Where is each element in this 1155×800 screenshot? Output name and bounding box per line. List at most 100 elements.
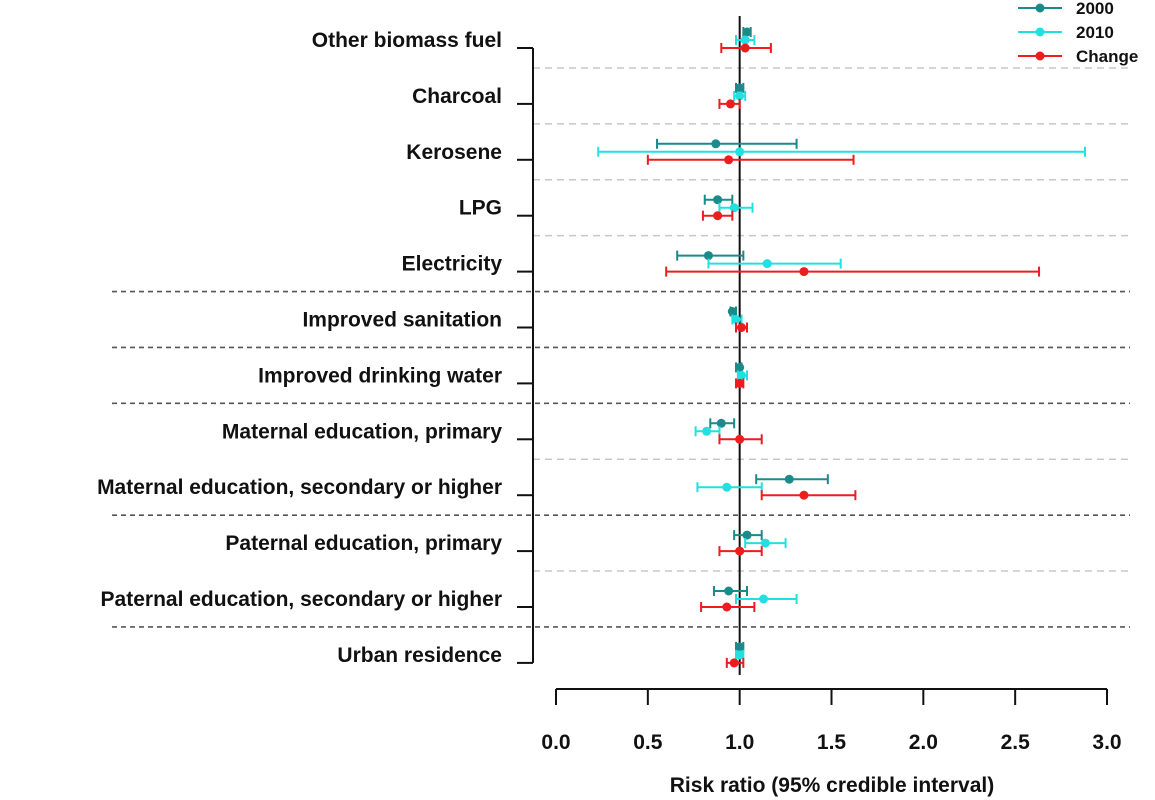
point-estimate <box>799 267 809 277</box>
estimate-2010 <box>696 482 763 493</box>
point-estimate <box>703 251 713 261</box>
point-estimate <box>729 658 739 668</box>
point-estimate <box>735 83 745 93</box>
x-axis-title: Risk ratio (95% credible interval) <box>670 774 994 797</box>
estimate-2000 <box>734 82 745 93</box>
estimate-2010 <box>733 90 747 101</box>
point-estimate <box>725 99 735 109</box>
point-estimate <box>735 147 745 157</box>
category-label: Maternal education, primary <box>222 420 502 443</box>
estimates <box>597 27 1086 668</box>
estimate-2010 <box>734 35 756 45</box>
x-tick-label: 0.0 <box>541 731 570 754</box>
category-label: Maternal education, secondary or higher <box>97 476 502 499</box>
category-label: Charcoal <box>412 85 502 108</box>
category-label: Other biomass fuel <box>312 29 502 52</box>
point-estimate <box>727 307 737 316</box>
estimate-change <box>720 43 772 53</box>
x-tick-label: 1.0 <box>725 731 754 754</box>
estimate-2010 <box>736 370 749 381</box>
estimate-2000 <box>656 138 798 149</box>
category-label: Kerosene <box>406 141 502 164</box>
y-axis: Other biomass fuel Charcoal Kerosene LPG Ele… <box>97 29 534 667</box>
point-estimate <box>722 602 732 612</box>
point-estimate <box>759 594 769 604</box>
estimate-2010 <box>597 146 1086 157</box>
estimate-change <box>718 434 763 445</box>
point-estimate <box>737 370 747 380</box>
legend-label: Change <box>1076 47 1138 66</box>
legend-marker <box>1035 3 1045 13</box>
point-estimate <box>724 586 734 596</box>
estimate-change <box>725 657 745 668</box>
legend-marker <box>1035 27 1045 37</box>
estimate-2000 <box>733 530 763 541</box>
x-tick-label: 2.5 <box>1001 731 1031 754</box>
point-estimate <box>722 482 732 492</box>
point-estimate <box>735 378 745 388</box>
estimate-2010 <box>734 594 798 604</box>
category-label: Paternal education, secondary or higher <box>101 588 502 611</box>
estimate-2000 <box>727 306 737 317</box>
x-tick-label: 1.5 <box>817 731 847 754</box>
point-estimate <box>735 434 745 444</box>
estimate-change <box>700 602 756 612</box>
point-estimate <box>735 91 745 101</box>
legend-marker <box>1035 51 1045 61</box>
point-estimate <box>735 650 745 660</box>
point-estimate <box>716 418 726 428</box>
legend: 2000 2010 Change <box>1018 0 1138 66</box>
point-estimate <box>762 259 772 269</box>
point-estimate <box>740 35 750 45</box>
point-estimate <box>760 538 770 548</box>
x-tick-label: 2.0 <box>909 731 938 754</box>
point-estimate <box>702 426 712 436</box>
estimate-2000 <box>742 27 752 37</box>
estimate-2000 <box>712 586 749 596</box>
point-estimate <box>729 203 739 213</box>
estimate-2010 <box>731 314 743 325</box>
point-estimate <box>735 642 745 652</box>
estimate-change <box>734 378 745 389</box>
x-axis: 0.0 0.5 1.0 1.5 2.0 2.5 3.0 <box>541 688 1122 754</box>
estimate-change <box>718 546 763 557</box>
point-estimate <box>737 323 747 332</box>
x-tick-label: 3.0 <box>1092 731 1121 754</box>
estimate-change <box>760 490 857 501</box>
estimate-2010 <box>744 538 787 549</box>
estimate-change <box>734 322 749 333</box>
point-estimate <box>742 530 752 540</box>
estimate-2010 <box>718 202 754 213</box>
category-label: LPG <box>459 197 502 220</box>
category-label: Improved sanitation <box>302 309 502 332</box>
point-estimate <box>799 490 809 500</box>
legend-label: 2010 <box>1076 23 1114 42</box>
point-estimate <box>713 195 723 205</box>
estimate-change <box>718 98 741 109</box>
estimate-change <box>701 210 734 221</box>
point-estimate <box>711 139 721 149</box>
separator-lines <box>112 67 1130 628</box>
estimate-2000 <box>734 362 745 373</box>
estimate-2000 <box>755 474 829 485</box>
estimate-2000 <box>676 250 745 261</box>
estimate-2000 <box>703 194 734 205</box>
legend-label: 2000 <box>1076 0 1114 18</box>
x-tick-label: 0.5 <box>633 731 663 754</box>
estimate-2000 <box>709 418 736 429</box>
category-label: Improved drinking water <box>258 364 502 387</box>
point-estimate <box>735 546 745 556</box>
estimate-change <box>665 266 1041 277</box>
category-label: Urban residence <box>337 644 502 667</box>
point-estimate <box>731 315 741 324</box>
estimate-change <box>646 154 855 165</box>
estimate-2010 <box>694 426 721 437</box>
point-estimate <box>784 474 794 484</box>
point-estimate <box>735 362 745 372</box>
point-estimate <box>724 155 734 165</box>
estimate-2010 <box>734 649 745 660</box>
point-estimate <box>742 27 752 37</box>
estimate-2010 <box>707 258 842 269</box>
category-label: Electricity <box>402 253 503 276</box>
